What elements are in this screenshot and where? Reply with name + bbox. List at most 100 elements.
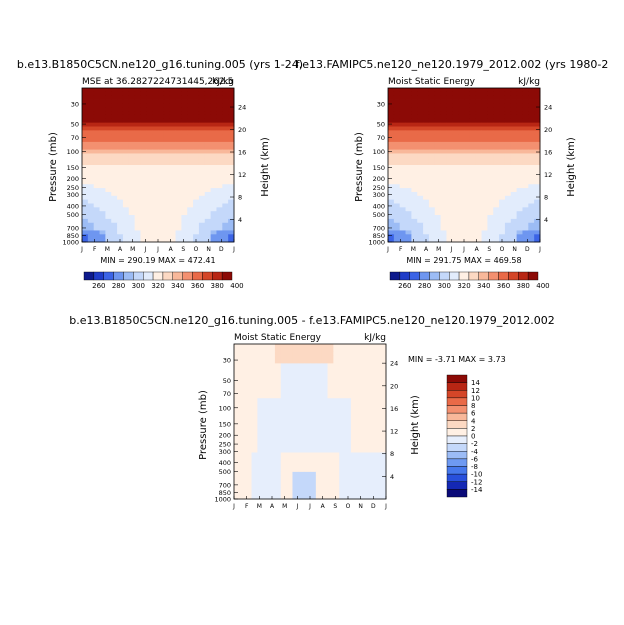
contour-cell bbox=[339, 483, 346, 488]
contour-cell bbox=[163, 234, 171, 239]
contour-cell bbox=[228, 153, 235, 158]
contour-cell bbox=[216, 118, 223, 124]
contour-cell bbox=[446, 165, 453, 170]
contour-cell bbox=[504, 172, 512, 177]
contour-cell bbox=[464, 114, 471, 120]
contour-cell bbox=[222, 211, 229, 216]
contour-cell bbox=[434, 130, 442, 135]
contour-cell bbox=[458, 176, 465, 181]
contour-cell bbox=[440, 134, 447, 139]
contour-cell bbox=[140, 222, 147, 227]
contour-cell bbox=[475, 199, 482, 204]
contour-cell bbox=[99, 168, 106, 174]
contour-cell bbox=[251, 394, 258, 399]
contour-cell bbox=[345, 464, 352, 469]
contour-cell bbox=[516, 191, 523, 197]
contour-cell bbox=[82, 188, 89, 193]
contour-cell bbox=[152, 172, 159, 177]
contour-cell bbox=[117, 230, 124, 235]
x-tick-label: F bbox=[93, 246, 97, 253]
contour-cell bbox=[481, 230, 488, 235]
y-tick-label: 70 bbox=[223, 390, 231, 398]
contour-cell bbox=[298, 386, 305, 391]
contour-cell bbox=[428, 95, 436, 100]
contour-cell bbox=[198, 199, 206, 204]
contour-cell bbox=[269, 378, 276, 384]
contour-cell bbox=[446, 191, 453, 197]
contour-cell bbox=[504, 91, 512, 97]
contour-cell bbox=[393, 222, 401, 227]
contour-cell bbox=[339, 417, 346, 422]
contour-cell bbox=[158, 91, 165, 97]
contour-cell bbox=[440, 157, 447, 162]
contour-cell bbox=[310, 378, 317, 384]
contour-cell bbox=[350, 452, 358, 457]
contour-cell bbox=[228, 226, 235, 231]
contour-cell bbox=[292, 371, 299, 376]
contour-cell bbox=[356, 359, 364, 364]
contour-cell bbox=[158, 207, 165, 212]
contour-cell bbox=[193, 91, 200, 97]
contour-cell bbox=[239, 413, 247, 419]
contour-cell bbox=[140, 207, 147, 212]
contour-cell bbox=[82, 145, 89, 150]
contour-cell bbox=[362, 456, 369, 461]
contour-cell bbox=[362, 390, 369, 395]
contour-cell bbox=[216, 184, 223, 189]
contour-cell bbox=[204, 145, 212, 150]
contour-cell bbox=[269, 347, 276, 353]
contour-cell bbox=[493, 222, 500, 227]
contour-cell bbox=[327, 479, 334, 484]
contour-cell bbox=[510, 176, 518, 181]
contour-cell bbox=[134, 234, 141, 239]
contour-cell bbox=[388, 215, 395, 220]
contour-cell bbox=[134, 114, 141, 120]
contour-cell bbox=[423, 107, 430, 112]
contour-cell bbox=[487, 161, 494, 166]
contour-cell bbox=[292, 444, 299, 450]
contour-cell bbox=[274, 413, 282, 419]
colorbar-swatch bbox=[446, 458, 468, 467]
contour-cell bbox=[298, 344, 305, 349]
contour-cell bbox=[469, 134, 477, 139]
contour-cell bbox=[510, 114, 518, 120]
contour-cell bbox=[134, 118, 141, 124]
contour-cell bbox=[269, 471, 276, 477]
contour-cell bbox=[175, 188, 182, 193]
contour-cell bbox=[274, 382, 282, 388]
contour-cell bbox=[327, 417, 334, 422]
contour-cell bbox=[339, 468, 346, 473]
contour-cell bbox=[234, 409, 241, 415]
contour-cell bbox=[82, 141, 89, 147]
contour-cell bbox=[286, 417, 293, 422]
contour-cell bbox=[487, 153, 494, 158]
y-tick-label: 250 bbox=[373, 184, 385, 192]
contour-cell bbox=[99, 141, 106, 147]
contour-cell bbox=[504, 149, 512, 154]
contour-cell bbox=[362, 355, 369, 360]
contour-cell bbox=[440, 141, 447, 147]
contour-cell bbox=[93, 176, 100, 181]
x-tick-label: A bbox=[424, 246, 429, 253]
contour-cell bbox=[388, 91, 395, 97]
contour-cell bbox=[464, 176, 471, 181]
contour-cell bbox=[216, 130, 223, 135]
contour-cell bbox=[333, 440, 340, 446]
contour-cell bbox=[193, 168, 200, 174]
contour-cell bbox=[111, 153, 118, 158]
contour-cell bbox=[504, 122, 512, 127]
contour-cell bbox=[274, 468, 282, 473]
contour-cell bbox=[339, 409, 346, 415]
contour-cell bbox=[522, 114, 529, 120]
contour-cell bbox=[292, 491, 299, 496]
contour-cell bbox=[93, 141, 100, 147]
contour-cell bbox=[175, 122, 182, 127]
contour-cell bbox=[405, 230, 412, 235]
contour-cell bbox=[452, 168, 459, 174]
contour-cell bbox=[374, 375, 381, 380]
contour-cell bbox=[452, 134, 459, 139]
contour-cell bbox=[105, 111, 112, 116]
contour-cell bbox=[516, 134, 523, 139]
contour-cell bbox=[522, 111, 529, 116]
height-tick-label: 8 bbox=[390, 450, 394, 458]
